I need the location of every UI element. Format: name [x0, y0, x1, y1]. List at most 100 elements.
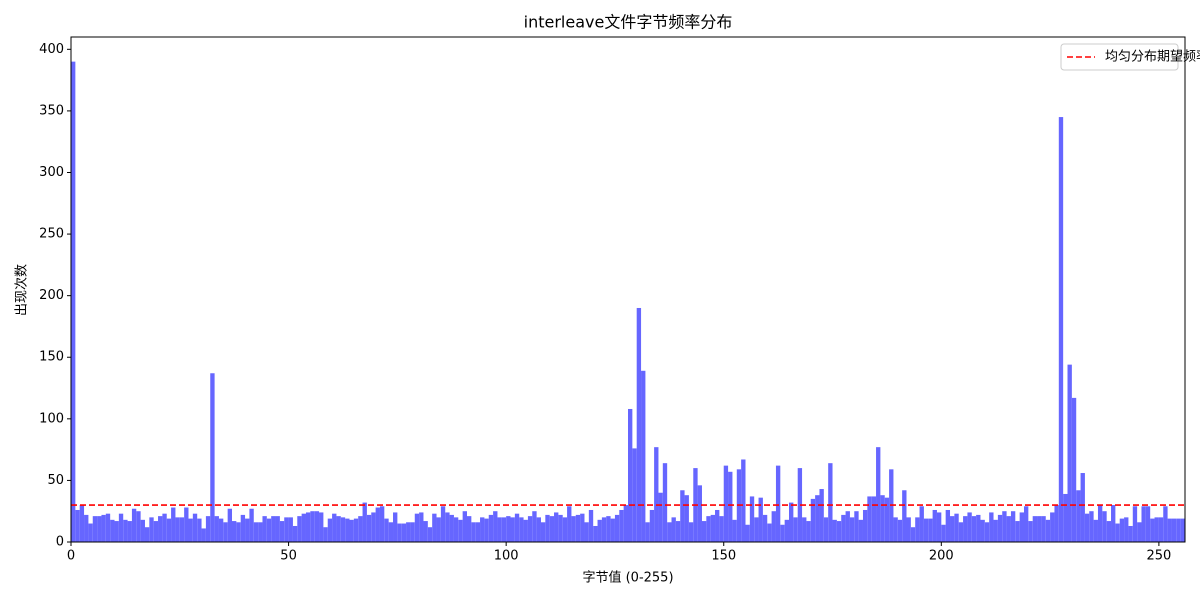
histogram-bar: [1015, 521, 1020, 542]
histogram-bar: [484, 518, 489, 542]
histogram-bar: [501, 517, 507, 542]
histogram-bar: [1032, 516, 1038, 542]
histogram-bar: [897, 519, 903, 542]
histogram-bar: [527, 516, 533, 542]
histogram-bar: [210, 373, 215, 542]
y-tick-label: 100: [39, 411, 64, 426]
histogram-bar: [105, 513, 111, 542]
histogram-bar: [810, 498, 816, 542]
histogram-bar: [958, 522, 964, 542]
histogram-bar: [1089, 511, 1094, 542]
histogram-bar: [963, 516, 968, 542]
histogram-bar: [1115, 523, 1120, 542]
histogram-bar: [545, 514, 550, 542]
histogram-bar: [928, 518, 933, 542]
histogram-bar: [162, 513, 167, 542]
histogram-bar: [192, 513, 198, 542]
legend: 均匀分布期望频率: [1060, 43, 1200, 71]
histogram-bar: [567, 506, 572, 542]
histogram-bar: [488, 514, 494, 542]
histogram-bar: [362, 502, 367, 542]
histogram-bar: [1132, 506, 1138, 542]
histogram-bar: [697, 485, 702, 542]
histogram-bar: [767, 523, 772, 542]
histogram-bar: [88, 523, 93, 542]
histogram-bar: [997, 514, 1003, 542]
histogram-bar: [584, 522, 589, 542]
histogram-bar: [349, 519, 354, 542]
histogram-bar: [301, 513, 306, 542]
histogram-bar: [510, 517, 515, 542]
histogram-bar: [606, 516, 611, 542]
histogram-bar: [706, 516, 711, 542]
histogram-bar: [475, 522, 481, 542]
histogram-bar: [1119, 518, 1125, 542]
histogram-bar: [127, 521, 132, 542]
histogram-bar: [910, 527, 916, 542]
histogram-bar: [153, 521, 159, 542]
histogram-bar: [271, 516, 276, 542]
histogram-bar: [741, 459, 746, 542]
histogram-bar: [884, 497, 890, 542]
histogram-bar: [245, 518, 250, 542]
histogram-bar: [292, 525, 298, 542]
histogram-bar: [645, 522, 650, 542]
histogram-bar: [214, 516, 219, 542]
histogram-bar: [223, 522, 228, 542]
histogram-bar: [336, 516, 341, 542]
x-tick-label: 150: [711, 549, 736, 564]
histogram-bar: [993, 519, 998, 542]
histogram-bar: [205, 516, 211, 542]
x-tick-label: 50: [280, 549, 297, 564]
histogram-bar: [614, 514, 620, 542]
chart-title: interleave文件字节频率分布: [524, 13, 733, 32]
histogram-bar: [580, 513, 585, 542]
histogram-bar: [893, 517, 898, 542]
histogram-bar: [305, 512, 311, 542]
histogram-bar: [836, 521, 842, 542]
histogram-bar: [845, 511, 850, 542]
histogram-bar: [323, 527, 328, 542]
histogram-bar: [675, 521, 681, 542]
histogram-bar: [131, 508, 137, 542]
histogram-bar: [575, 514, 581, 542]
histogram-bar: [1010, 511, 1016, 542]
histogram-bar: [1137, 522, 1142, 542]
histogram-bar: [540, 522, 546, 542]
histogram-bar: [1002, 511, 1007, 542]
histogram-bar: [144, 527, 150, 542]
histogram-bar: [84, 514, 89, 542]
histogram-bar: [723, 465, 729, 542]
x-tick-label: 250: [1146, 549, 1171, 564]
histogram-bar: [97, 516, 102, 542]
histogram-bar: [1076, 490, 1081, 542]
histogram-bar: [1071, 397, 1077, 542]
histogram-bar: [118, 513, 124, 542]
histogram-bar: [345, 518, 350, 542]
histogram-bar: [710, 514, 716, 542]
histogram-bar: [1158, 517, 1164, 542]
histogram-bar: [641, 370, 646, 542]
histogram-bar: [915, 517, 920, 542]
histogram-bar: [423, 521, 428, 542]
histogram-bar: [823, 517, 829, 542]
y-tick-label: 0: [56, 535, 64, 550]
histogram-bar: [158, 516, 163, 542]
histogram-bar: [519, 517, 524, 542]
histogram-bar: [440, 506, 446, 542]
histogram-bar: [1084, 513, 1090, 542]
histogram-bar: [375, 507, 380, 542]
x-tick-label: 0: [67, 549, 75, 564]
histogram-bar: [558, 514, 563, 542]
histogram-bar: [719, 516, 724, 542]
histogram-bar: [1167, 518, 1172, 542]
histogram-bar: [1050, 512, 1055, 542]
histogram-bar: [749, 496, 755, 542]
histogram-bar: [871, 496, 877, 542]
histogram-bar: [936, 512, 942, 542]
histogram-bar: [319, 512, 324, 542]
histogram-bar: [79, 505, 85, 542]
histogram-bar: [366, 514, 372, 542]
y-tick-label: 150: [39, 350, 64, 365]
histogram-bar: [593, 525, 598, 542]
